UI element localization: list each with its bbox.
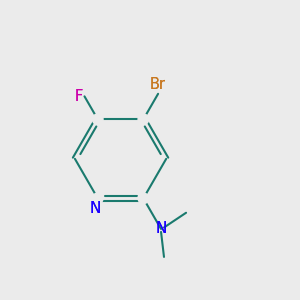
Text: F: F <box>75 89 83 104</box>
Text: N: N <box>90 201 101 216</box>
Text: N: N <box>155 221 167 236</box>
Circle shape <box>92 114 103 124</box>
Text: F: F <box>75 89 83 104</box>
Text: N: N <box>155 221 167 236</box>
Text: Br: Br <box>150 77 166 92</box>
Circle shape <box>138 114 149 124</box>
Text: Br: Br <box>150 77 166 92</box>
Circle shape <box>92 193 103 204</box>
Circle shape <box>138 193 149 204</box>
Text: N: N <box>90 201 101 216</box>
